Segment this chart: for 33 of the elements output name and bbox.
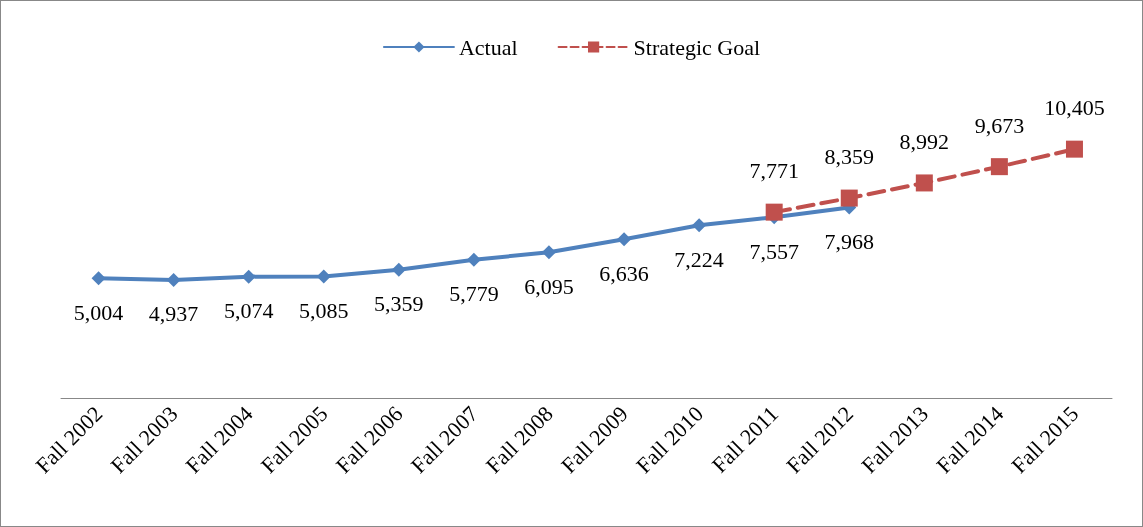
- x-tick-label: Fall 2011: [706, 401, 784, 478]
- legend-label: Strategic Goal: [633, 34, 761, 60]
- data-label: 4,937: [148, 301, 199, 327]
- data-label: 9,673: [974, 112, 1025, 138]
- point: [990, 158, 1008, 176]
- point: [316, 269, 331, 284]
- point: [466, 252, 481, 267]
- point: [692, 218, 707, 233]
- point: [765, 203, 783, 221]
- point: [241, 269, 256, 284]
- data-label: 6,095: [524, 273, 574, 299]
- data-label: 8,359: [824, 144, 874, 170]
- data-label: 5,779: [449, 281, 499, 307]
- data-label: 5,359: [374, 291, 424, 317]
- point: [166, 272, 181, 287]
- point: [840, 189, 858, 207]
- data-label: 5,004: [73, 299, 124, 325]
- point: [541, 245, 556, 260]
- point: [1065, 140, 1083, 158]
- point: [391, 262, 406, 277]
- data-label: 5,085: [299, 297, 349, 323]
- data-label: 10,405: [1044, 95, 1105, 121]
- data-label: 7,968: [824, 228, 874, 254]
- data-label: 7,557: [749, 238, 799, 264]
- point: [617, 232, 632, 247]
- point: [915, 174, 933, 192]
- point: [91, 271, 106, 286]
- data-label: 5,074: [223, 298, 274, 324]
- legend-label: Actual: [458, 34, 518, 60]
- data-label: 7,771: [749, 158, 799, 184]
- data-label: 8,992: [899, 128, 950, 154]
- data-label: 6,636: [599, 260, 649, 286]
- data-label: 7,224: [674, 246, 724, 272]
